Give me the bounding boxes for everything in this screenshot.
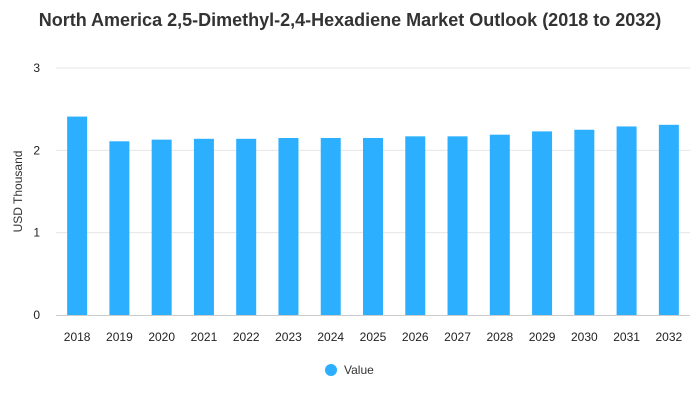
bar-2030[interactable]	[574, 129, 595, 315]
x-tick-label: 2029	[529, 330, 556, 344]
x-axis-tick-labels: 2018 2019 2020 2021 2022 2023 2024 2025 2026 2027…	[64, 330, 683, 344]
legend[interactable]: Value	[325, 363, 374, 377]
bar-2024[interactable]	[320, 137, 341, 315]
bar-2026[interactable]	[405, 136, 426, 315]
x-tick-label: 2027	[444, 330, 471, 344]
x-tick-label: 2019	[106, 330, 133, 344]
bar-2018[interactable]	[67, 116, 88, 316]
bar-2020[interactable]	[151, 139, 172, 315]
bar-2021[interactable]	[193, 138, 214, 315]
legend-marker	[325, 364, 337, 376]
x-tick-label: 2026	[402, 330, 429, 344]
x-tick-label: 2023	[275, 330, 302, 344]
bar-2032[interactable]	[658, 124, 679, 315]
y-axis-title: USD Thousand	[11, 151, 25, 233]
bar-2029[interactable]	[532, 131, 553, 315]
bar-2019[interactable]	[109, 141, 130, 315]
bar-2022[interactable]	[236, 138, 257, 315]
x-tick-label: 2018	[64, 330, 91, 344]
x-tick-label: 2032	[656, 330, 683, 344]
bar-2023[interactable]	[278, 137, 299, 315]
bar-2025[interactable]	[363, 137, 383, 315]
bar-2027[interactable]	[447, 136, 468, 315]
y-axis-tick-labels: 0 1 2 3	[33, 61, 40, 322]
x-tick-label: 2031	[613, 330, 640, 344]
bar-2028[interactable]	[489, 134, 510, 315]
x-tick-label: 2021	[191, 330, 218, 344]
chart-title: North America 2,5-Dimethyl-2,4-Hexadiene…	[38, 10, 662, 30]
y-tick-label: 2	[33, 143, 40, 157]
x-tick-label: 2024	[317, 330, 344, 344]
bars	[67, 116, 679, 316]
x-tick-label: 2025	[360, 330, 387, 344]
bar-2031[interactable]	[616, 126, 637, 315]
y-tick-label: 3	[33, 61, 40, 75]
y-tick-label: 0	[33, 308, 40, 322]
x-tick-label: 2022	[233, 330, 260, 344]
x-tick-label: 2030	[571, 330, 598, 344]
legend-label: Value	[344, 363, 374, 377]
x-tick-label: 2020	[148, 330, 175, 344]
x-tick-label: 2028	[486, 330, 513, 344]
y-tick-label: 1	[33, 226, 40, 240]
